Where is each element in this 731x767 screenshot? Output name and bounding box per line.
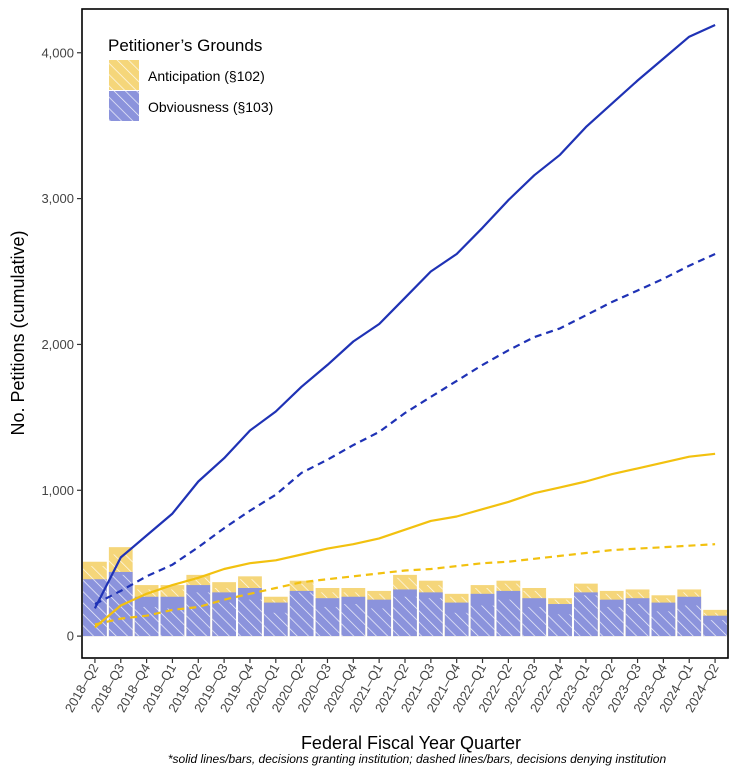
bar-obviousness-denied	[238, 599, 262, 637]
bar-anticipation-denied	[548, 599, 572, 605]
bar-obviousness-denied	[444, 612, 469, 637]
bar-obviousness-denied	[470, 605, 495, 637]
chart-caption: *solid lines/bars, decisions granting in…	[168, 752, 667, 766]
x-axis: 2018–Q22018–Q32018–Q42019–Q12019–Q22019–…	[62, 658, 722, 715]
bar-anticipation-denied	[703, 612, 727, 616]
bar-anticipation-denied	[315, 592, 340, 599]
bar-obviousness-denied	[651, 611, 676, 637]
bar-obviousness-denied	[703, 620, 727, 637]
bar-obviousness-denied	[186, 592, 211, 637]
bar-anticipation-denied	[444, 596, 469, 603]
legend: Petitioner’s Grounds Anticipation (§102)…	[108, 36, 273, 121]
bar-anticipation-denied	[367, 593, 392, 600]
bar-obviousness-denied	[522, 606, 547, 637]
bar-anticipation-denied	[393, 577, 417, 590]
bar-anticipation-denied	[496, 583, 521, 591]
bar-anticipation-denied	[263, 599, 288, 603]
bar-obviousness-denied	[573, 595, 598, 637]
bar-obviousness-denied	[315, 606, 340, 637]
bar-obviousness-denied	[496, 599, 521, 637]
bar-anticipation-denied	[625, 592, 650, 599]
bar-obviousness-denied	[599, 606, 624, 637]
bars-layer	[83, 547, 727, 637]
bar-anticipation-denied	[599, 593, 624, 600]
bar-anticipation-denied	[341, 592, 366, 597]
bar-anticipation-denied	[186, 577, 211, 586]
bar-anticipation-denied	[83, 566, 107, 580]
y-axis-title: No. Petitions (cumulative)	[8, 230, 28, 435]
series-line-1	[93, 23, 716, 609]
y-axis: 0 1,000 2,000 3,000 4,000	[41, 45, 82, 644]
y-tick-label: 3,000	[41, 191, 74, 206]
x-axis-title: Federal Fiscal Year Quarter	[301, 733, 521, 753]
bar-obviousness-denied	[341, 604, 366, 637]
bar-obviousness-denied	[393, 596, 417, 637]
bar-anticipation-denied	[651, 598, 676, 603]
bar-anticipation-denied	[212, 587, 237, 593]
y-tick-label: 2,000	[41, 337, 74, 352]
bar-obviousness-denied	[263, 612, 288, 637]
bar-anticipation-denied	[470, 587, 495, 594]
series-line-4	[94, 543, 716, 626]
legend-label-obviousness: Obviousness (§103)	[148, 99, 273, 115]
y-tick-label: 1,000	[41, 483, 74, 498]
lines-layer	[93, 23, 716, 629]
bar-anticipation-denied	[522, 590, 547, 599]
bar-anticipation-denied	[160, 589, 185, 597]
bar-anticipation-denied	[289, 583, 314, 591]
bar-obviousness-denied	[548, 614, 572, 637]
bar-anticipation-denied	[238, 579, 262, 588]
bar-anticipation-denied	[573, 586, 598, 593]
bar-obviousness-denied	[418, 598, 443, 637]
legend-swatch-obviousness-hatch	[109, 91, 139, 121]
bar-obviousness-denied	[367, 608, 392, 637]
legend-title: Petitioner’s Grounds	[108, 36, 262, 55]
bar-anticipation-denied	[418, 585, 443, 593]
legend-label-anticipation: Anticipation (§102)	[148, 68, 265, 84]
series-line-2	[94, 252, 716, 605]
bar-obviousness-denied	[212, 602, 237, 637]
bar-obviousness-denied	[677, 605, 702, 637]
bar-obviousness-denied	[625, 604, 650, 637]
bar-obviousness-denied	[289, 592, 314, 637]
bar-anticipation-denied	[677, 592, 702, 597]
bar-obviousness-denied	[160, 608, 185, 637]
y-tick-label: 0	[67, 629, 74, 644]
y-tick-label: 4,000	[41, 45, 74, 60]
series-line-3	[94, 452, 716, 629]
bar-obviousness-denied	[134, 606, 159, 637]
legend-swatch-anticipation-hatch	[109, 60, 139, 90]
